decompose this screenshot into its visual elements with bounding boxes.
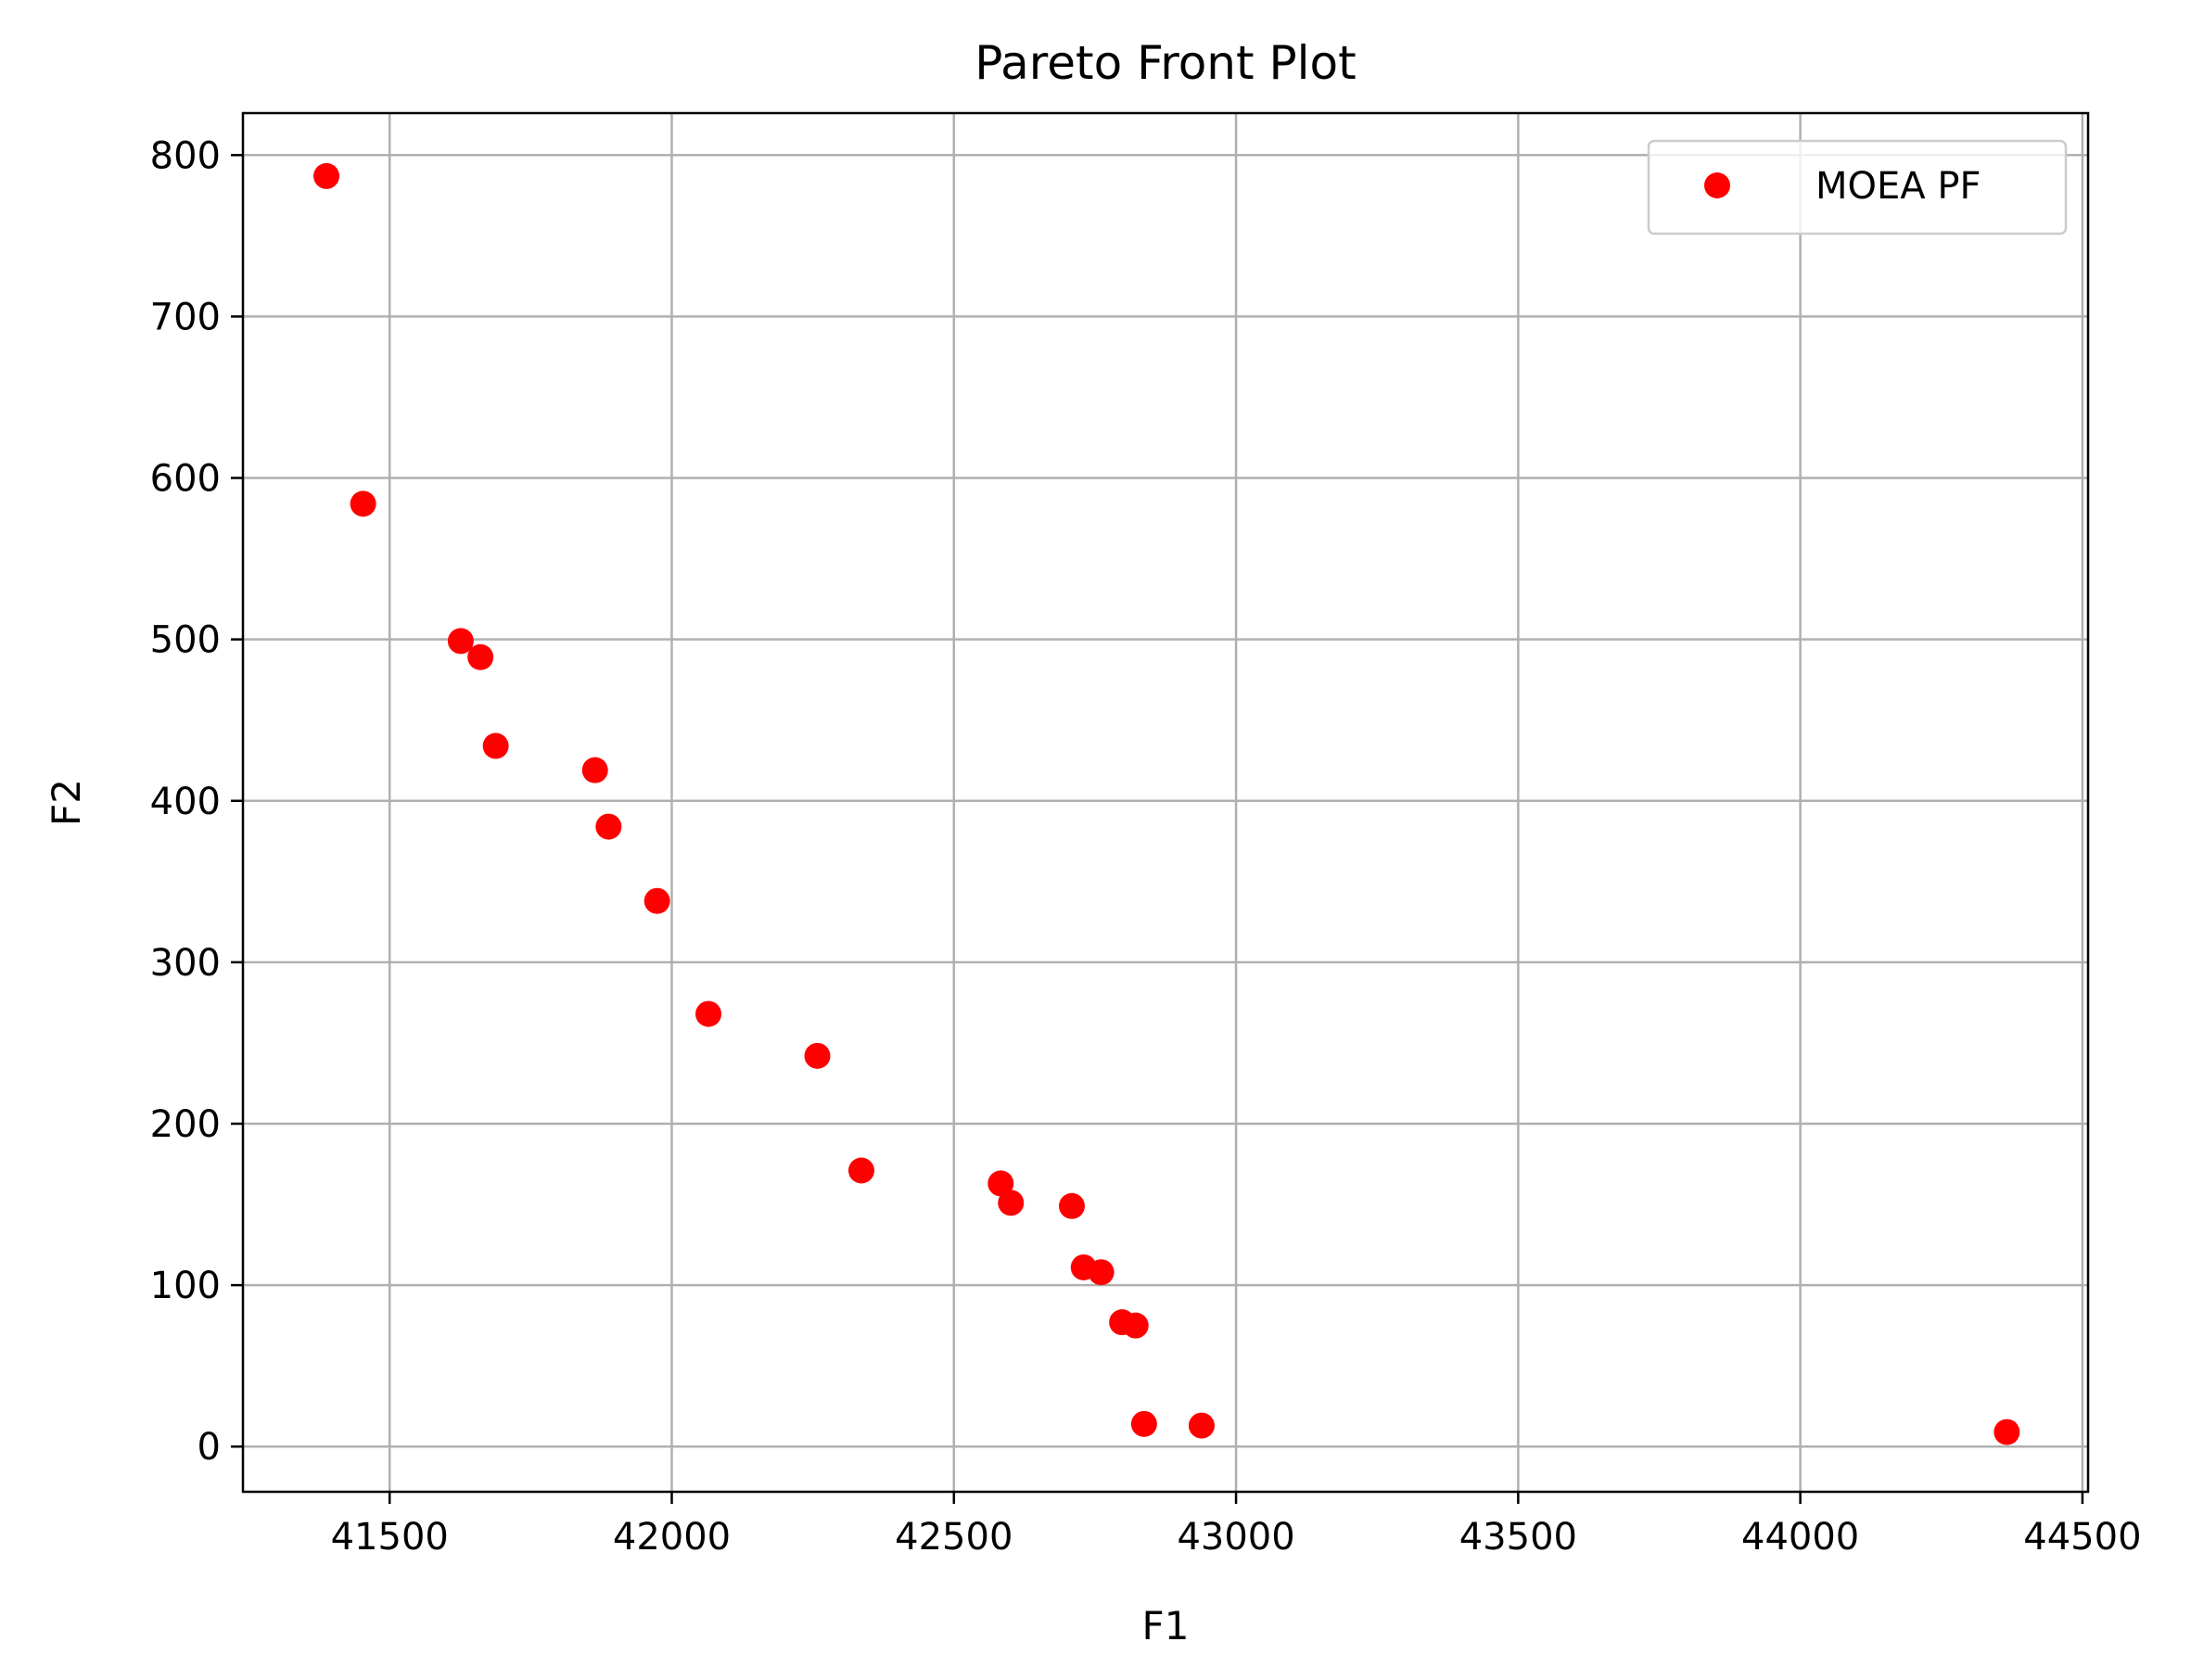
x-tick-label: 44000 <box>1741 1516 1859 1559</box>
y-tick-label: 700 <box>150 296 221 338</box>
x-tick-label: 43500 <box>1459 1516 1577 1559</box>
data-point <box>695 1000 722 1027</box>
y-tick-label: 400 <box>150 781 221 823</box>
x-tick-label: 41500 <box>331 1516 449 1559</box>
y-tick-label: 0 <box>197 1426 221 1469</box>
plot-area-frame <box>241 111 2090 1494</box>
data-point <box>1130 1410 1157 1437</box>
data-point <box>482 732 509 759</box>
data-point <box>1088 1259 1115 1286</box>
data-point <box>350 490 376 517</box>
data-point <box>998 1190 1025 1216</box>
data-point <box>643 887 670 914</box>
x-tick-label: 42500 <box>895 1516 1013 1559</box>
data-points <box>313 162 2020 1445</box>
chart-title: Pareto Front Plot <box>974 36 1356 90</box>
y-tick-label: 100 <box>150 1265 221 1307</box>
grid-lines <box>243 113 2088 1492</box>
x-tick-label: 42000 <box>613 1516 731 1559</box>
y-tick-label: 600 <box>150 458 221 501</box>
legend-label-moea-pf: MOEA PF <box>1815 165 1981 208</box>
legend-marker-moea-pf <box>1704 172 1730 198</box>
data-point <box>987 1170 1014 1197</box>
data-point <box>847 1157 874 1184</box>
y-tick-label: 200 <box>150 1103 221 1146</box>
data-point <box>1188 1412 1215 1439</box>
data-point <box>581 757 608 783</box>
x-tick-label: 44500 <box>2023 1516 2141 1559</box>
y-axis-label: F2 <box>44 779 89 826</box>
data-point <box>313 162 340 189</box>
x-axis-label: F1 <box>1142 1603 1190 1648</box>
data-point <box>467 643 494 670</box>
data-point <box>1122 1312 1149 1339</box>
data-point <box>595 813 622 840</box>
y-tick-label: 500 <box>150 619 221 662</box>
x-tick-label: 43000 <box>1177 1516 1294 1559</box>
data-point <box>1058 1192 1085 1219</box>
y-tick-label: 800 <box>150 134 221 177</box>
axis-ticks: 41500 42000 42500 43000 43500 44000 44500 0 100 2… <box>150 134 2142 1559</box>
legend: MOEA PF <box>1647 139 2068 235</box>
data-point <box>447 628 474 655</box>
legend-box <box>1647 139 2068 235</box>
data-point <box>1994 1419 2020 1445</box>
data-point <box>804 1042 831 1069</box>
y-tick-label: 300 <box>150 942 221 985</box>
